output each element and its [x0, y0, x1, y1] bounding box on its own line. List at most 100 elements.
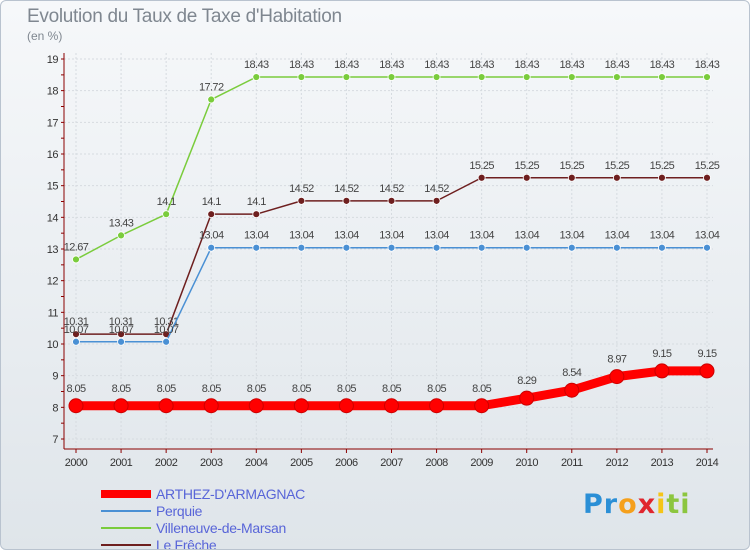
data-label: 18.43	[379, 59, 404, 71]
proxiti-logo: Proxiti	[583, 489, 691, 520]
y-tick-label: 11	[48, 307, 59, 319]
y-tick-label: 16	[47, 149, 59, 161]
x-tick-label: 2011	[561, 457, 583, 469]
data-label: 8.29	[517, 375, 536, 387]
series-point	[207, 210, 216, 219]
x-tick-label: 2001	[110, 457, 133, 469]
data-label: 8.97	[607, 354, 626, 366]
x-tick-label: 2000	[65, 457, 88, 469]
y-tick-label: 9	[52, 371, 58, 383]
data-label: 18.43	[469, 59, 494, 71]
series-point	[477, 73, 486, 81]
logo-letter: r	[603, 489, 619, 520]
logo-letter: i	[656, 489, 667, 520]
legend-swatch	[101, 490, 151, 498]
series-point	[387, 243, 396, 252]
data-label: 10.31	[109, 316, 134, 328]
data-label: 10.31	[64, 316, 89, 328]
series-point	[703, 73, 711, 81]
series-point	[522, 243, 531, 252]
data-label: 9.15	[697, 348, 716, 360]
series-point	[72, 330, 80, 339]
y-tick-label: 17	[47, 117, 59, 129]
data-label: 18.43	[605, 59, 630, 71]
data-label: 18.43	[244, 59, 269, 71]
series-point	[477, 173, 486, 182]
series-point	[387, 196, 396, 205]
series-point	[297, 73, 306, 81]
data-label: 10.07	[64, 324, 89, 336]
series-point	[522, 173, 531, 182]
data-label: 13.04	[605, 230, 630, 242]
data-label: 15.25	[695, 160, 720, 172]
x-tick-label: 2002	[155, 457, 178, 469]
series-point	[567, 73, 576, 81]
data-label: 13.04	[695, 230, 720, 242]
data-label: 13.04	[289, 230, 314, 242]
data-label: 8.05	[66, 383, 85, 395]
y-tick-label: 10	[47, 339, 59, 351]
y-tick-label: 8	[52, 402, 58, 414]
logo-letter: o	[618, 489, 638, 520]
series-point	[384, 398, 399, 414]
series-point	[248, 398, 264, 414]
data-label: 8.05	[472, 383, 491, 395]
legend-label: Villeneuve-de-Marsan	[156, 520, 286, 536]
data-label: 10.07	[109, 324, 134, 336]
series-point	[252, 243, 261, 252]
data-label: 17.72	[199, 82, 224, 94]
data-label: 13.04	[379, 230, 404, 242]
series-point	[429, 398, 445, 414]
chart-title: Evolution du Taux de Taxe d'Habitation	[27, 6, 342, 27]
legend-label: Perquie	[156, 503, 203, 519]
x-tick-label: 2007	[380, 457, 403, 469]
data-label: 13.04	[244, 230, 269, 242]
data-label: 8.05	[202, 383, 221, 395]
data-label: 8.54	[562, 367, 581, 379]
data-label: 15.25	[650, 160, 675, 172]
data-label: 14.52	[334, 183, 359, 195]
series-point	[342, 73, 351, 81]
series-point	[654, 363, 670, 379]
data-label: 13.04	[199, 230, 224, 242]
series-point	[338, 398, 354, 414]
data-label: 14.1	[247, 196, 266, 208]
series-point	[519, 390, 535, 406]
series-point	[207, 95, 216, 104]
data-label: 8.05	[247, 383, 266, 395]
series-point	[699, 363, 715, 379]
series-point	[474, 398, 490, 414]
logo-letter: P	[583, 489, 604, 520]
series-point	[387, 73, 396, 81]
series-point	[342, 243, 351, 252]
logo-letter: x	[637, 489, 657, 520]
data-label: 14.52	[379, 183, 404, 195]
x-tick-label: 2008	[425, 457, 448, 469]
y-tick-label: 18	[47, 86, 59, 98]
data-label: 13.04	[334, 230, 359, 242]
series-point	[703, 173, 711, 182]
legend-label: ARTHEZ-D'ARMAGNAC	[156, 486, 305, 502]
y-tick-label: 12	[47, 276, 59, 288]
logo-letter: t	[666, 489, 681, 520]
data-label: 8.05	[112, 383, 131, 395]
series-point	[158, 398, 174, 414]
x-tick-label: 2012	[606, 457, 629, 469]
series-point	[113, 398, 129, 414]
data-label: 18.43	[424, 59, 449, 71]
data-label: 14.1	[157, 196, 176, 208]
data-label: 18.43	[650, 59, 675, 71]
data-label: 10.31	[154, 316, 179, 328]
data-label: 18.43	[695, 59, 720, 71]
data-label: 18.43	[289, 59, 314, 71]
data-label: 18.43	[514, 59, 539, 71]
data-label: 14.52	[289, 183, 314, 195]
data-label: 13.04	[424, 230, 449, 242]
logo-letter: i	[680, 489, 691, 520]
series-point	[612, 173, 621, 182]
series-point	[658, 173, 666, 182]
data-label: 18.43	[560, 59, 585, 71]
data-label: 14.1	[202, 196, 221, 208]
series-point	[203, 398, 219, 414]
series-point	[72, 255, 80, 264]
